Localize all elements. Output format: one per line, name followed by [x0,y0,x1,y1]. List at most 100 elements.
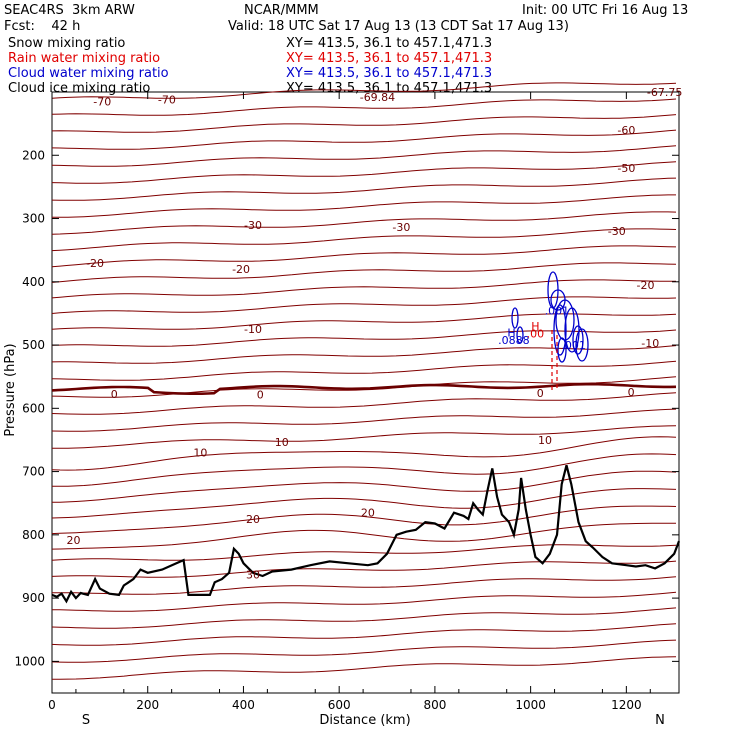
isotherm-line [51,211,677,235]
isotherm-label: 0 [537,387,544,400]
isotherm-line [52,425,677,449]
isotherm-line [52,591,677,612]
isotherm-line [51,360,677,381]
direction-right-label: N [655,713,665,728]
isotherm-label: -30 [244,219,262,232]
axes: 0 200 400 600 800 1000 12002003004005006007008… [14,92,679,712]
isotherm-label: -20 [637,279,655,292]
isotherm-label: -60 [617,124,635,137]
cloud-water-contour [557,337,567,363]
isotherm-label: 0 [111,388,118,401]
legend-snow-name: Snow mixing ratio [8,36,126,51]
init-time: Init: 00 UTC Fri 16 Aug 13 [522,3,689,18]
isotherm-label: 10 [538,434,552,447]
cloud-water-label: H [507,326,515,339]
isotherm-label: -30 [608,225,626,238]
isotherm-label: 20 [246,513,260,526]
isotherm-line [51,488,677,519]
isotherm-line [51,129,677,150]
isotherm-label: -67.75 [647,86,682,99]
legend-cloud-water-xy: XY= 413.5, 36.1 to 457.1,471.3 [286,66,493,81]
isotherm-line [51,228,677,252]
isotherm-line [51,245,677,268]
cloud-water-contour [572,325,584,355]
x-tick-label: 1000 [515,698,546,712]
isotherm-line [51,98,677,116]
plot-frame [51,91,680,694]
x-axis-label: Distance (km) [319,713,410,728]
isotherm-label: 0 [628,386,635,399]
isotherm-label: -69.84 [360,91,395,104]
y-tick-label: 400 [22,275,45,289]
isotherm-label: 10 [193,447,207,460]
isotherm-line [51,114,677,133]
isotherm-line [52,576,677,595]
cloud-water-contour [553,304,567,356]
isotherm-line [51,161,677,184]
y-tick-label: 800 [22,528,45,542]
isotherm-line [51,262,677,283]
rain-water-label: .00 [527,328,545,341]
cloud-water-label: .001 [545,304,570,317]
isotherm-line [52,194,676,218]
isotherm-label: -30 [392,221,410,234]
isotherm-line [51,177,677,201]
y-tick-label: 500 [22,338,45,352]
isotherm-label: -10 [641,337,659,350]
isotherm-line [51,145,677,167]
isotherm-line [51,345,677,364]
org-label: NCAR/MMM [244,3,319,18]
y-tick-label: 1000 [14,654,45,668]
isotherm-label: 20 [67,534,81,547]
isotherm-line [51,296,677,314]
x-tick-label: 600 [328,698,351,712]
isotherm-lines [51,82,677,680]
isotherm-line [51,505,677,535]
legend-rain-xy: XY= 413.5, 36.1 to 457.1,471.3 [286,51,493,66]
cloud-water-contours [511,271,589,363]
y-tick-label: 600 [22,401,45,415]
valid-time: Valid: 18 UTC Sat 17 Aug 13 (13 CDT Sat … [228,19,569,34]
isotherm-label: 10 [275,436,289,449]
isotherm-line [51,544,677,561]
isotherm-label: -70 [158,94,176,107]
isotherm-line [51,408,677,432]
isotherm-label: -10 [244,323,262,336]
forecast-hour: Fcst: 42 h [4,19,81,34]
isotherm-line [52,656,677,680]
model-title: SEAC4RS 3km ARW [4,3,135,18]
isotherm-label: -50 [617,162,635,175]
isotherm-line [51,607,677,629]
legend-rain-name: Rain water mixing ratio [8,51,161,66]
rain-water-contours [551,330,558,392]
isotherm-line [51,279,676,299]
x-tick-label: 0 [48,698,56,712]
cloud-water-label: .001 [561,339,586,352]
isotherm-line [51,522,676,550]
isotherm-label: 30 [246,569,260,582]
isotherm-line [51,313,677,330]
cloud-water-contour [516,326,524,344]
isotherm-line [51,623,677,646]
y-tick-label: 700 [22,465,45,479]
isotherm-line [51,392,677,415]
legend-snow-xy: XY= 413.5, 36.1 to 457.1,471.3 [286,36,493,51]
y-tick-label: 900 [22,591,45,605]
y-axis-label: Pressure (hPa) [3,343,18,436]
isotherm-label: 20 [361,507,375,520]
isotherm-line [51,639,677,663]
y-tick-label: 200 [22,148,45,162]
isotherm-label: -20 [232,263,250,276]
isotherm-labels: -70 -70 -69.84 -67.75 -60 -50 -30 -30 -30 -20 -20 -… [67,86,683,582]
x-tick-label: 200 [136,698,159,712]
freezing-level-line [51,382,677,395]
cloud-water-contour [575,328,589,362]
isotherm-label: 0 [257,388,264,401]
legend-cloud-water-name: Cloud water mixing ratio [8,66,169,81]
direction-left-label: S [82,713,90,728]
isotherm-line [51,453,677,487]
cloud-water-contour [511,307,519,329]
x-tick-label: 800 [423,698,446,712]
y-tick-label: 300 [22,212,45,226]
